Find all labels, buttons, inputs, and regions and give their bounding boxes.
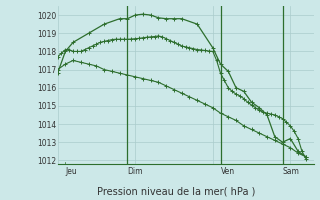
Text: Pression niveau de la mer( hPa ): Pression niveau de la mer( hPa ) [97, 186, 255, 196]
Text: Sam: Sam [283, 167, 300, 176]
Text: Jeu: Jeu [65, 167, 77, 176]
Text: Ven: Ven [220, 167, 235, 176]
Text: Dim: Dim [127, 167, 143, 176]
